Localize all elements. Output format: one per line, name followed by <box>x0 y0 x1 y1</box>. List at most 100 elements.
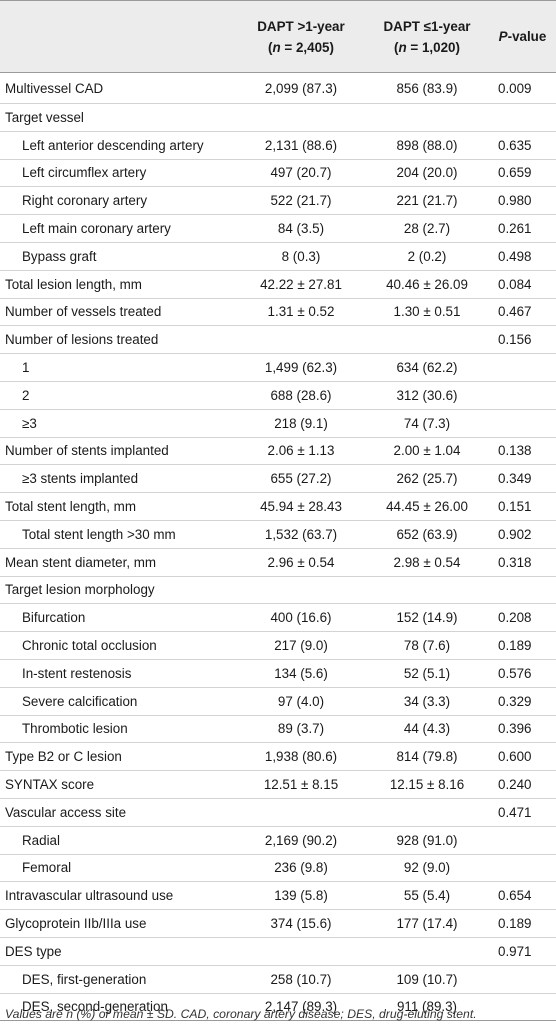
cell-p-value: 0.208 <box>489 603 556 633</box>
cell-p-value: 0.498 <box>489 242 556 271</box>
cell-p-value: 0.329 <box>489 687 556 716</box>
cell-dapt-long: 497 (20.7) <box>237 159 365 188</box>
header-dapt-long-n: (n = 2,405) <box>268 39 334 55</box>
row-label: Glycoprotein IIb/IIIa use <box>0 909 237 938</box>
cell-dapt-short: 312 (30.6) <box>365 381 489 410</box>
cell-dapt-long: 2,099 (87.3) <box>237 72 365 104</box>
cell-dapt-short: 55 (5.4) <box>365 881 489 911</box>
cell-dapt-long: 139 (5.8) <box>237 881 365 911</box>
cell-dapt-short: 814 (79.8) <box>365 742 489 772</box>
cell-p-value: 0.156 <box>489 325 556 355</box>
cell-p-value <box>489 103 556 132</box>
cell-p-value: 0.659 <box>489 159 556 188</box>
table-row: Total stent length, mm 45.94 ± 28.43 44.45… <box>0 492 556 521</box>
row-label: 1 <box>0 353 237 382</box>
cell-p-value: 0.240 <box>489 770 556 799</box>
cell-p-value: 0.980 <box>489 186 556 216</box>
cell-dapt-short: 634 (62.2) <box>365 353 489 382</box>
table-row: Left main coronary artery 84 (3.5) 28 (2.7… <box>0 214 556 243</box>
cell-dapt-long: 522 (21.7) <box>237 186 365 216</box>
cell-p-value <box>489 965 556 994</box>
cell-dapt-short: 204 (20.0) <box>365 159 489 188</box>
row-label: Left anterior descending artery <box>0 131 237 160</box>
cell-dapt-short: 177 (17.4) <box>365 909 489 938</box>
cell-p-value: 0.084 <box>489 270 556 299</box>
cell-dapt-short: 2.00 ± 1.04 <box>365 437 489 466</box>
table-row: DES, first-generation 258 (10.7) 109 (10.7… <box>0 965 556 994</box>
header-dapt-short-title: DAPT ≤1-year <box>383 18 471 34</box>
row-label: Vascular access site <box>0 798 237 827</box>
row-label: SYNTAX score <box>0 770 237 799</box>
row-label: Bypass graft <box>0 242 237 271</box>
table-row: ≥3 218 (9.1) 74 (7.3) <box>0 409 556 438</box>
row-label: Multivessel CAD <box>0 72 237 104</box>
header-row: DAPT >1-year (n = 2,405) DAPT ≤1-year (n… <box>0 0 556 73</box>
cell-dapt-short: 78 (7.6) <box>365 631 489 660</box>
table-row: Type B2 or C lesion 1,938 (80.6) 814 (79.8… <box>0 742 556 772</box>
cell-dapt-long <box>237 937 365 966</box>
row-label: Intravascular ultrasound use <box>0 881 237 911</box>
header-dapt-long: DAPT >1-year (n = 2,405) <box>237 0 365 73</box>
row-label: Type B2 or C lesion <box>0 742 237 772</box>
cell-p-value: 0.654 <box>489 881 556 911</box>
row-label: DES, second-generation <box>0 993 237 1022</box>
row-label: DES, first-generation <box>0 965 237 994</box>
row-label: Total stent length, mm <box>0 492 237 521</box>
cell-p-value: 0.971 <box>489 937 556 966</box>
cell-dapt-long: 2,169 (90.2) <box>237 826 365 855</box>
row-label: Target vessel <box>0 103 237 132</box>
cell-dapt-long: 8 (0.3) <box>237 242 365 271</box>
cell-p-value <box>489 381 556 410</box>
table-row: Bypass graft 8 (0.3) 2 (0.2) 0.498 <box>0 242 556 271</box>
cell-dapt-short: 74 (7.3) <box>365 409 489 438</box>
table-row: In-stent restenosis 134 (5.6) 52 (5.1) 0.57… <box>0 659 556 688</box>
cell-dapt-long <box>237 103 365 132</box>
cell-dapt-long: 84 (3.5) <box>237 214 365 243</box>
cell-dapt-long: 655 (27.2) <box>237 464 365 494</box>
row-label: In-stent restenosis <box>0 659 237 688</box>
row-label: Thrombotic lesion <box>0 715 237 744</box>
table-body: Multivessel CAD 2,099 (87.3) 856 (83.9) 0.0… <box>0 72 556 1022</box>
table-row: Total stent length >30 mm 1,532 (63.7) 652… <box>0 520 556 549</box>
cell-dapt-short <box>365 576 489 605</box>
table-row: Multivessel CAD 2,099 (87.3) 856 (83.9) 0.0… <box>0 72 556 104</box>
row-label: Left main coronary artery <box>0 214 237 243</box>
table-row: Total lesion length, mm 42.22 ± 27.81 40.4… <box>0 270 556 299</box>
cell-dapt-long: 97 (4.0) <box>237 687 365 716</box>
cell-dapt-long: 134 (5.6) <box>237 659 365 688</box>
row-label: Mean stent diameter, mm <box>0 548 237 577</box>
cell-dapt-short: 1.30 ± 0.51 <box>365 298 489 327</box>
table-row: Left anterior descending artery 2,131 (88… <box>0 131 556 160</box>
table-row: Bifurcation 400 (16.6) 152 (14.9) 0.208 <box>0 603 556 633</box>
cell-p-value: 0.396 <box>489 715 556 744</box>
cell-dapt-short: 898 (88.0) <box>365 131 489 160</box>
cell-p-value <box>489 826 556 855</box>
table-row: ≥3 stents implanted 655 (27.2) 262 (25.7) 0… <box>0 464 556 494</box>
cell-p-value: 0.635 <box>489 131 556 160</box>
cell-dapt-long <box>237 576 365 605</box>
table-row: Glycoprotein IIb/IIIa use 374 (15.6) 177 (… <box>0 909 556 938</box>
cell-p-value <box>489 993 556 1022</box>
cell-dapt-short <box>365 798 489 827</box>
table-row: Target vessel <box>0 103 556 132</box>
cell-dapt-short: 911 (89.3) <box>365 993 489 1022</box>
cell-dapt-short: 44.45 ± 26.00 <box>365 492 489 521</box>
table-row: DES type 0.971 <box>0 937 556 966</box>
row-label: Target lesion morphology <box>0 576 237 605</box>
cell-dapt-long: 1,938 (80.6) <box>237 742 365 772</box>
row-label: Severe calcification <box>0 687 237 716</box>
table-row: Chronic total occlusion 217 (9.0) 78 (7.6)… <box>0 631 556 660</box>
cell-dapt-short: 928 (91.0) <box>365 826 489 855</box>
table-row: Number of lesions treated 0.156 <box>0 325 556 355</box>
cell-dapt-short: 652 (63.9) <box>365 520 489 549</box>
table-row: Thrombotic lesion 89 (3.7) 44 (4.3) 0.396 <box>0 715 556 744</box>
cell-dapt-long: 2,147 (89.3) <box>237 993 365 1022</box>
cell-p-value: 0.189 <box>489 631 556 660</box>
cell-dapt-short: 52 (5.1) <box>365 659 489 688</box>
cell-p-value: 0.009 <box>489 72 556 104</box>
table-row: Right coronary artery 522 (21.7) 221 (21.7… <box>0 186 556 216</box>
cell-p-value: 0.902 <box>489 520 556 549</box>
cell-dapt-long: 12.51 ± 8.15 <box>237 770 365 799</box>
cell-p-value: 0.349 <box>489 464 556 494</box>
